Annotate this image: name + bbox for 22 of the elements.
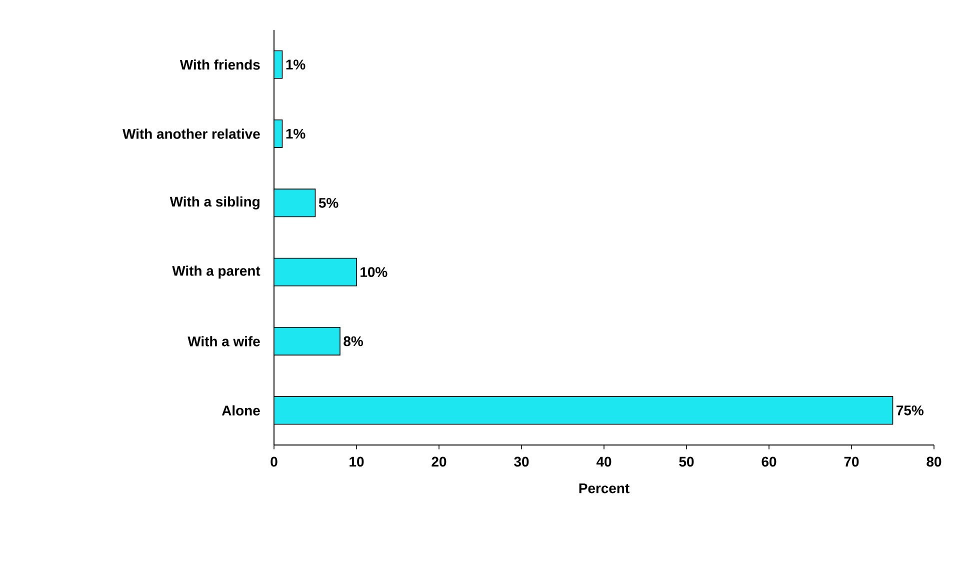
- x-tick-label: 60: [762, 456, 776, 467]
- x-tick-label: 80: [926, 456, 942, 467]
- x-tick-label: 70: [844, 456, 859, 467]
- data-label: 1%: [286, 60, 306, 70]
- x-tick-label: 20: [432, 456, 446, 467]
- y-tick-label: With a sibling: [170, 196, 260, 210]
- x-tick-label: 50: [679, 456, 694, 467]
- data-label: 1%: [286, 128, 306, 139]
- data-label: 8%: [344, 336, 363, 346]
- x-tick-label: 0: [270, 456, 278, 467]
- data-label: 10%: [360, 267, 388, 278]
- data-label: 5%: [318, 198, 338, 208]
- x-tick-label: 10: [350, 456, 364, 467]
- x-tick-label: 40: [596, 456, 612, 467]
- x-axis-title: Percent: [579, 484, 630, 494]
- y-tick-label: With another relative: [122, 128, 260, 139]
- y-tick-label: Alone: [222, 405, 260, 416]
- y-tick-label: With a wife: [188, 336, 260, 346]
- y-tick-label: With friends: [180, 59, 260, 70]
- x-tick-label: 30: [514, 456, 529, 467]
- data-label: 75%: [896, 405, 924, 416]
- y-tick-label: With a parent: [172, 266, 260, 279]
